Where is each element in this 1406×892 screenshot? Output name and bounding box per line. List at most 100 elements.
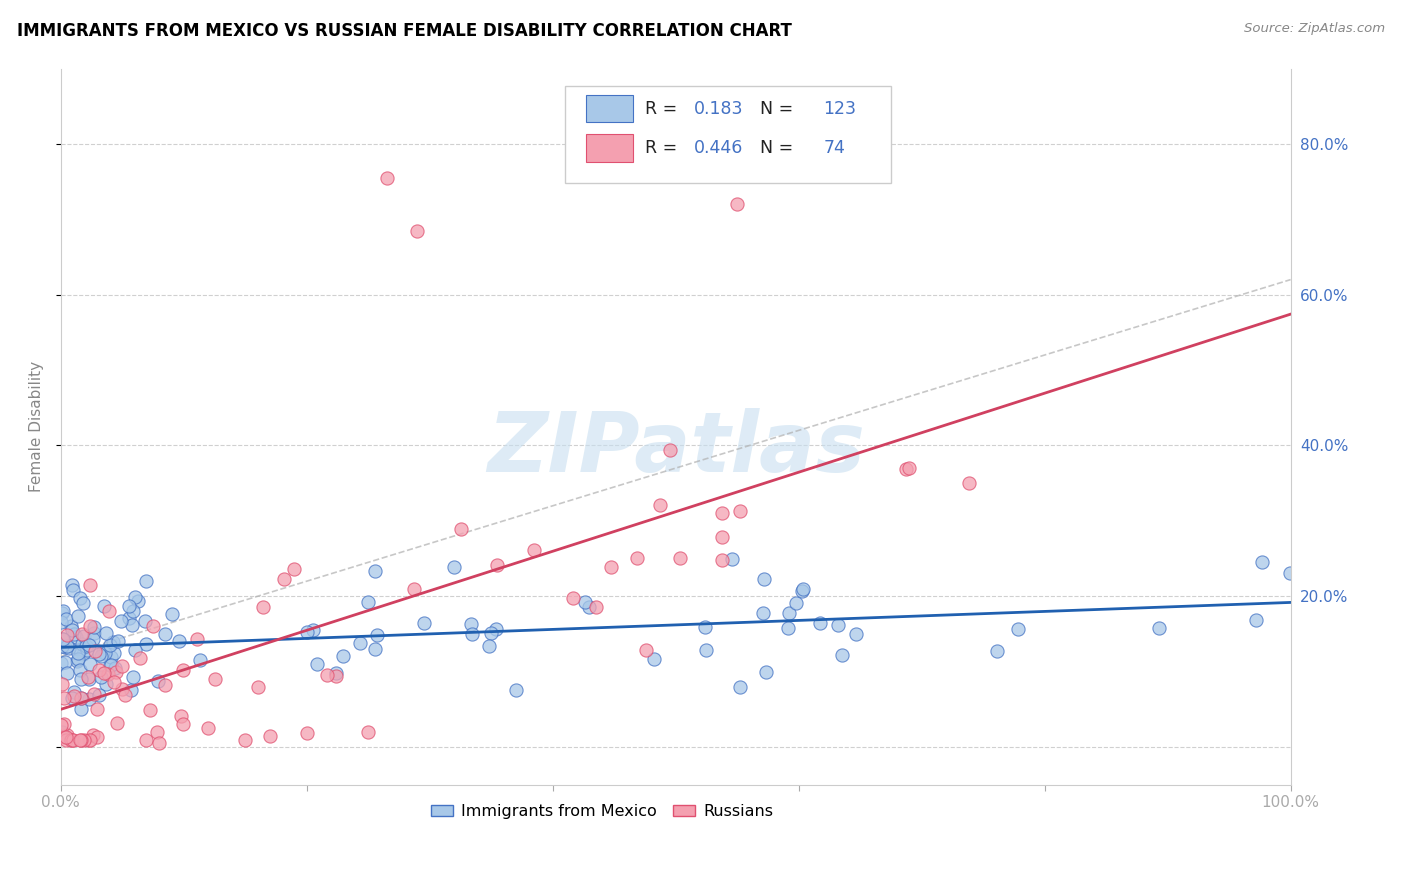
Point (79, 732, 101, 747)
Point (332, 649, 354, 664)
Point (364, 564, 387, 578)
Point (69, 732, 91, 747)
Point (62, 732, 84, 747)
Point (450, 522, 472, 536)
Point (77, 638, 100, 652)
Bar (586, 95, 633, 122)
Point (56, 627, 79, 641)
Point (77, 670, 100, 684)
Point (60, 691, 83, 706)
Point (562, 591, 585, 606)
Point (51, 724, 73, 739)
Point (87, 663, 110, 677)
Point (66, 609, 89, 624)
Point (120, 682, 142, 697)
Point (124, 643, 146, 657)
Point (103, 675, 125, 690)
Text: 123: 123 (824, 100, 856, 118)
Point (1149, 621, 1171, 635)
Point (79, 672, 101, 686)
Point (66, 654, 89, 668)
Point (84, 644, 107, 658)
Point (118, 611, 141, 625)
Point (585, 600, 607, 615)
Point (65, 630, 87, 644)
Point (648, 498, 671, 512)
Point (273, 572, 295, 586)
Point (357, 725, 380, 739)
Bar (586, 135, 633, 161)
Point (283, 562, 305, 576)
Point (98, 604, 121, 618)
Point (845, 627, 868, 641)
Point (790, 584, 813, 599)
Point (523, 543, 546, 558)
Point (122, 604, 145, 618)
Point (643, 652, 665, 666)
Point (111, 682, 134, 697)
Point (91, 645, 114, 659)
Point (186, 632, 208, 647)
Point (51, 677, 73, 691)
Point (301, 624, 323, 638)
Point (69, 690, 91, 705)
Point (752, 572, 775, 586)
Point (725, 197, 748, 211)
Point (86, 731, 108, 745)
Point (55, 730, 77, 744)
Point (98, 657, 121, 672)
Point (121, 618, 143, 632)
Point (86, 702, 108, 716)
Point (87, 647, 110, 661)
Point (77, 692, 100, 706)
Point (55, 732, 77, 747)
Point (479, 626, 502, 640)
Point (188, 653, 211, 667)
Point (70, 732, 93, 747)
Point (478, 639, 501, 653)
Point (83, 620, 105, 634)
Point (100, 657, 122, 672)
Point (730, 680, 752, 694)
Point (104, 665, 127, 679)
Point (90, 670, 112, 684)
Point (79, 618, 101, 632)
Point (52, 604, 75, 618)
Point (626, 551, 648, 566)
Point (82, 632, 104, 647)
Point (1246, 613, 1268, 627)
Point (710, 553, 733, 567)
Point (827, 618, 849, 632)
Point (710, 530, 733, 544)
Point (957, 476, 980, 491)
Point (896, 461, 918, 475)
Point (70, 672, 93, 686)
Point (69, 691, 91, 706)
Point (70, 637, 93, 651)
Point (167, 634, 190, 648)
Text: R =: R = (645, 139, 683, 157)
Point (172, 663, 194, 677)
Point (325, 669, 347, 683)
Point (60, 619, 83, 633)
Point (103, 646, 125, 660)
Point (305, 657, 328, 671)
Point (87, 688, 110, 702)
Text: R =: R = (645, 100, 683, 118)
Point (349, 636, 371, 650)
Point (51, 639, 73, 653)
Point (145, 724, 167, 739)
Point (62, 690, 84, 704)
Point (204, 672, 226, 686)
Point (51, 615, 73, 630)
Point (460, 617, 482, 632)
Point (52, 690, 75, 705)
Point (986, 644, 1008, 658)
Point (669, 551, 692, 566)
Point (776, 621, 799, 635)
Point (135, 574, 157, 588)
Point (252, 600, 274, 615)
Point (578, 600, 600, 615)
Text: 74: 74 (824, 139, 845, 157)
Point (295, 624, 318, 639)
